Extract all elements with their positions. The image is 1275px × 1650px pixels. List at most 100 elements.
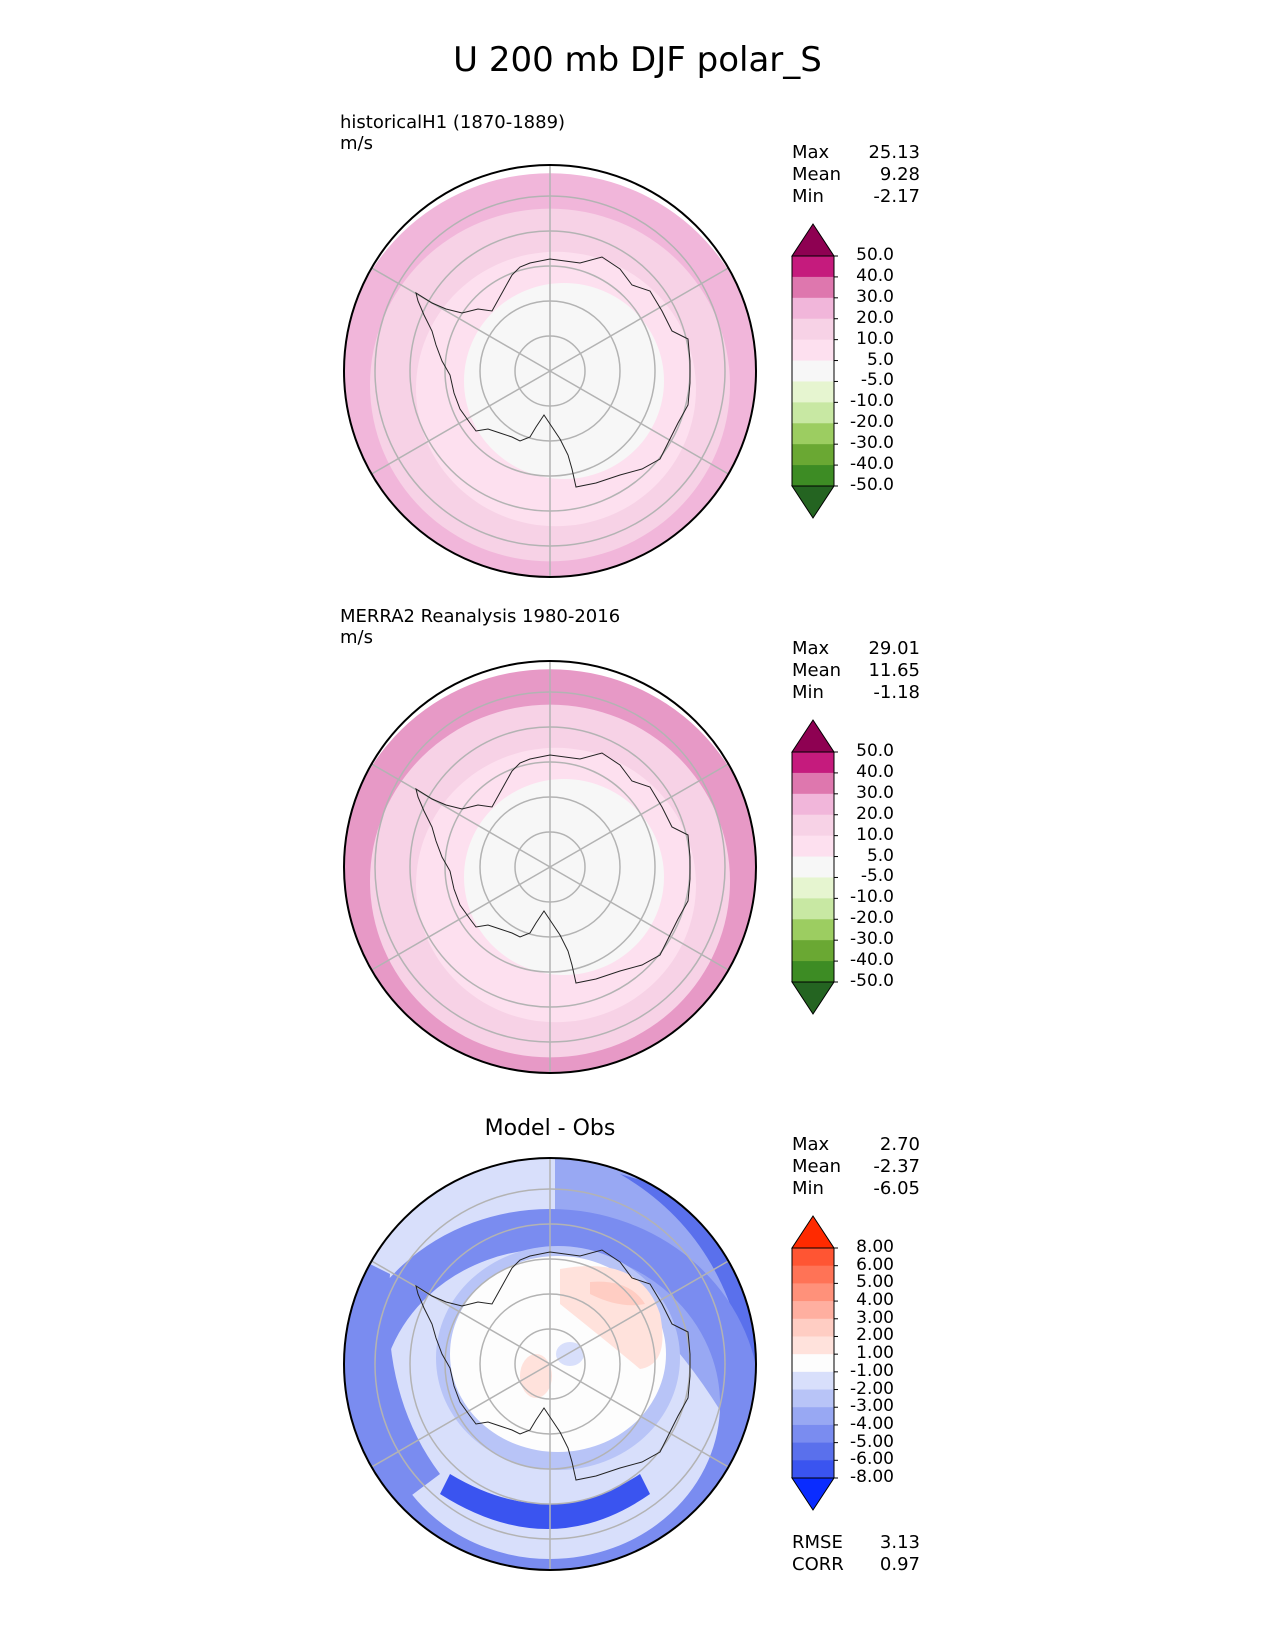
colorbar-segment <box>792 360 834 382</box>
colorbar-tick-label: -2.00 <box>850 1378 894 1399</box>
longitude-line <box>549 1363 729 1468</box>
colorbar-segment <box>792 1460 834 1479</box>
colorbar-segment <box>792 961 834 983</box>
stat-label-min: Min <box>792 682 824 703</box>
stat-label-max: Max <box>792 638 830 659</box>
band-plus1-pole <box>520 1354 552 1398</box>
stat-label-mean: Mean <box>792 164 842 185</box>
colorbar-segment <box>792 318 834 341</box>
antarctica-coastline <box>415 256 691 488</box>
longitude-line <box>549 370 729 475</box>
colorbar-segment <box>792 1336 834 1355</box>
colorbar-segment <box>792 276 834 299</box>
colorbar-segment <box>792 898 834 920</box>
colorbar-extension-top <box>791 1215 835 1249</box>
stat-value-max: 29.01 <box>868 638 920 659</box>
stat-value-mean: 11.65 <box>868 660 920 681</box>
contour-band-5 <box>464 779 664 975</box>
stat-label-mean: Mean <box>792 1156 842 1177</box>
longitude-line <box>371 1260 551 1365</box>
colorbar-tick-label: -10.0 <box>850 887 894 908</box>
longitude-line <box>371 1363 551 1468</box>
colorbar-tick-label: 10.0 <box>856 328 894 349</box>
colorbar-p3 <box>791 1215 838 1511</box>
colorbar-tick-label: 40.0 <box>856 761 894 782</box>
stat-value-mean: -2.37 <box>873 1156 920 1177</box>
colorbar-tick-label: -20.0 <box>850 908 894 929</box>
stat-label-min: Min <box>792 186 824 207</box>
colorbar-tick-label: 20.0 <box>856 803 894 824</box>
colorbar-tick-label: -5.0 <box>860 370 894 391</box>
stat-label-max: Max <box>792 142 830 163</box>
panel2-title: MERRA2 Reanalysis 1980-2016 <box>340 606 621 627</box>
contour-band-5 <box>464 283 664 479</box>
colorbar-tick-label: 10.0 <box>856 824 894 845</box>
colorbar-tick-label: 4.00 <box>856 1290 894 1311</box>
map-boundary <box>343 164 757 578</box>
colorbar-tick-label: 40.0 <box>856 265 894 286</box>
panel2-units: m/s <box>340 627 373 648</box>
band-plus1 <box>560 1266 663 1369</box>
stat-label-mean: Mean <box>792 660 842 681</box>
colorbar-extension-bottom <box>791 1477 835 1511</box>
colorbar-segment <box>792 256 834 278</box>
antarctica-coastline <box>415 752 691 984</box>
band-minus6-south <box>440 1474 650 1529</box>
colorbar-segment <box>792 940 834 962</box>
colorbar-segment <box>792 339 834 362</box>
colorbar-segment <box>792 793 834 816</box>
colorbar-tick-label: 5.0 <box>866 349 894 370</box>
colorbar-extension-top <box>791 719 835 753</box>
panel3-title: Model - Obs <box>484 1116 616 1141</box>
colorbar-segment <box>792 835 834 858</box>
colorbar-segment <box>792 752 834 774</box>
metric-label-rmse: RMSE <box>792 1532 843 1553</box>
colorbar-tick-label: 50.0 <box>856 741 894 761</box>
map-boundary <box>343 660 757 1074</box>
antarctica-coastline <box>415 1249 691 1481</box>
colorbar-tick-label: -30.0 <box>850 433 894 454</box>
colorbar-segment <box>792 465 834 487</box>
colorbar-segment <box>792 297 834 320</box>
stat-value-mean: 9.28 <box>879 164 920 185</box>
colorbar-tick-label: 6.00 <box>856 1254 894 1275</box>
band-plus2 <box>590 1281 645 1306</box>
metric-value-rmse: 3.13 <box>879 1532 920 1553</box>
colorbar-extension-bottom <box>791 485 835 519</box>
colorbar-tick-label: -1.00 <box>850 1360 894 1381</box>
longitude-line <box>371 866 551 971</box>
colorbar-tick-label: 8.00 <box>856 1237 894 1257</box>
colorbar-segment <box>792 1424 834 1444</box>
colorbar-segment <box>792 1248 834 1267</box>
metric-value-corr: 0.97 <box>879 1554 920 1575</box>
stat-label-min: Min <box>792 1178 824 1199</box>
colorbar-segment <box>792 423 834 445</box>
longitude-line <box>371 370 551 475</box>
colorbar-frame <box>791 255 835 487</box>
longitude-line <box>549 267 729 372</box>
colorbar-extension-top <box>791 223 835 257</box>
metric-label-corr: CORR <box>792 1554 844 1575</box>
panel1-units: m/s <box>340 133 373 154</box>
graticule-p3 <box>343 1157 757 1571</box>
colorbar-tick-label: 3.00 <box>856 1307 894 1328</box>
longitude-line <box>549 1260 729 1365</box>
colorbar-tick-label: -6.00 <box>850 1449 894 1470</box>
colorbar-tick-label: 5.0 <box>866 845 894 866</box>
colorbar-segment <box>792 1354 834 1373</box>
stat-value-min: -6.05 <box>873 1178 920 1199</box>
colorbar-tick-label: -40.0 <box>850 950 894 971</box>
colorbar-tick-label: -40.0 <box>850 454 894 475</box>
colorbar-tick-label: -30.0 <box>850 929 894 950</box>
field-p3 <box>344 1158 756 1570</box>
colorbar-tick-label: 30.0 <box>856 286 894 307</box>
colorbar-segment <box>792 1283 834 1302</box>
colorbar-extension-bottom <box>791 981 835 1015</box>
field-p2 <box>344 669 756 1073</box>
colorbar-tick-label: 1.00 <box>856 1343 894 1364</box>
colorbar-segment <box>792 1265 834 1284</box>
longitude-line <box>549 866 729 971</box>
colorbar-segment <box>792 1389 834 1408</box>
colorbar-tick-label: -50.0 <box>850 475 894 495</box>
